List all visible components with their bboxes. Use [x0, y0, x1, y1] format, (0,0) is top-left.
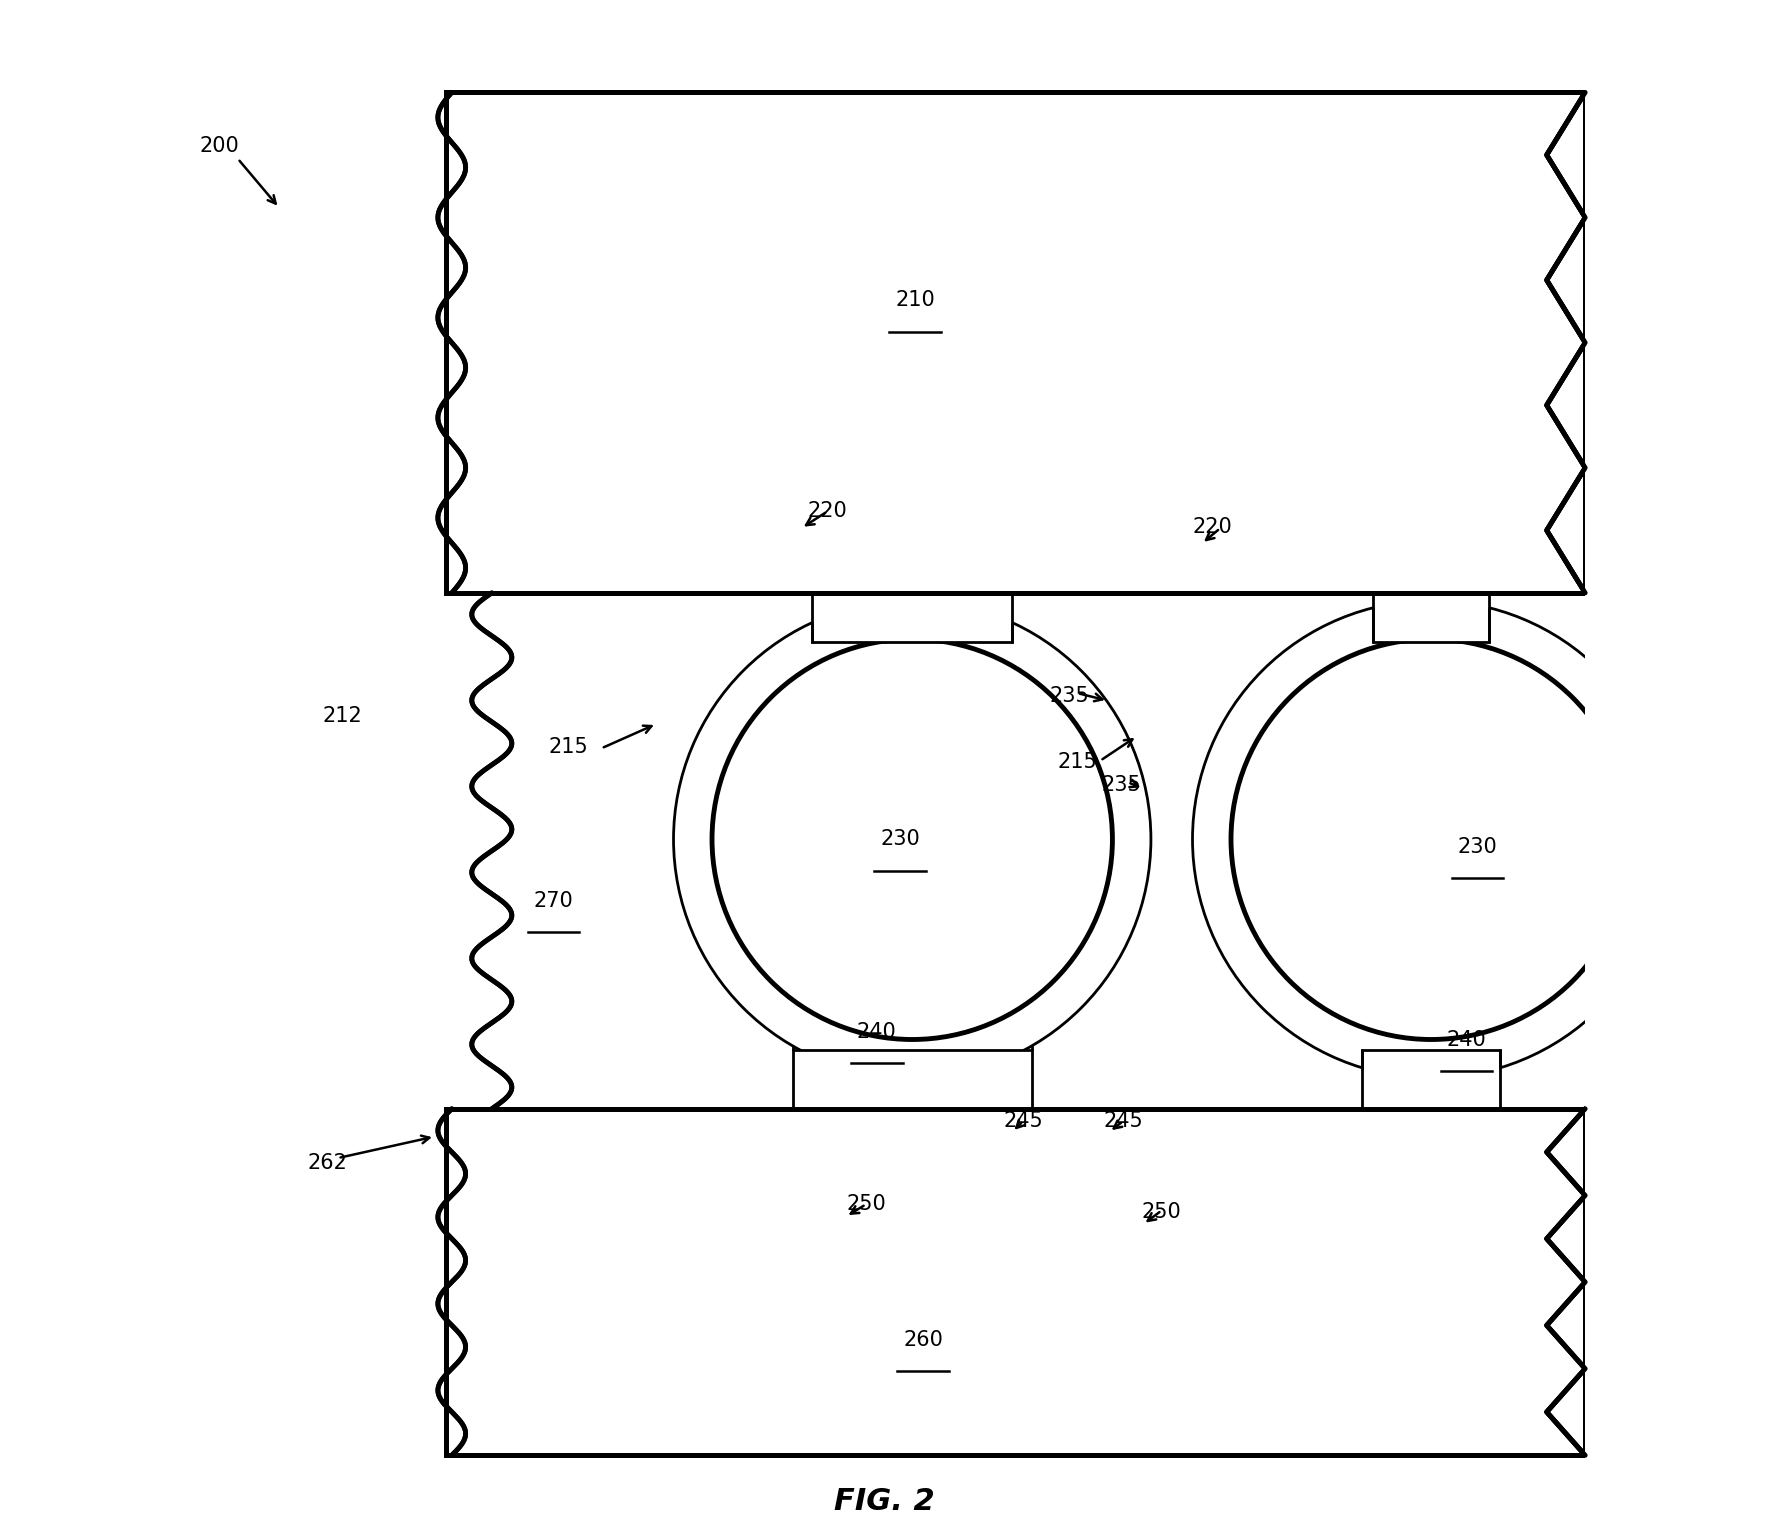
- Text: 245: 245: [1003, 1112, 1044, 1130]
- Text: 215: 215: [1058, 753, 1097, 772]
- Bar: [446, 92, 1585, 593]
- Text: 215: 215: [548, 738, 589, 756]
- Text: 220: 220: [808, 502, 847, 521]
- Bar: [812, 593, 1012, 642]
- Text: 235: 235: [1049, 687, 1090, 705]
- Circle shape: [1192, 601, 1670, 1078]
- Text: 240: 240: [1447, 1030, 1486, 1049]
- Text: 212: 212: [322, 707, 363, 725]
- Text: 230: 230: [1458, 838, 1497, 856]
- Bar: [1373, 593, 1489, 642]
- Text: 245: 245: [1104, 1112, 1143, 1130]
- Text: 262: 262: [308, 1153, 347, 1172]
- Circle shape: [1231, 639, 1631, 1040]
- Text: 270: 270: [534, 892, 573, 910]
- Text: 260: 260: [902, 1331, 943, 1349]
- Bar: [446, 1109, 1585, 1455]
- Text: 200: 200: [200, 137, 239, 156]
- Bar: [1362, 1050, 1500, 1109]
- Text: 220: 220: [1192, 517, 1233, 536]
- Bar: [446, 92, 1585, 593]
- Text: 250: 250: [1141, 1203, 1182, 1221]
- Text: FIG. 2: FIG. 2: [835, 1488, 934, 1515]
- Text: 230: 230: [879, 830, 920, 849]
- Circle shape: [711, 639, 1113, 1040]
- Text: 240: 240: [856, 1023, 897, 1041]
- Text: 235: 235: [1102, 776, 1141, 795]
- Text: 210: 210: [895, 291, 936, 310]
- Bar: [446, 1109, 1585, 1455]
- Circle shape: [674, 601, 1152, 1078]
- Bar: [793, 1050, 1031, 1109]
- Bar: [1585, 0, 1769, 1540]
- Text: 250: 250: [846, 1195, 886, 1214]
- Bar: [1585, 0, 1769, 1540]
